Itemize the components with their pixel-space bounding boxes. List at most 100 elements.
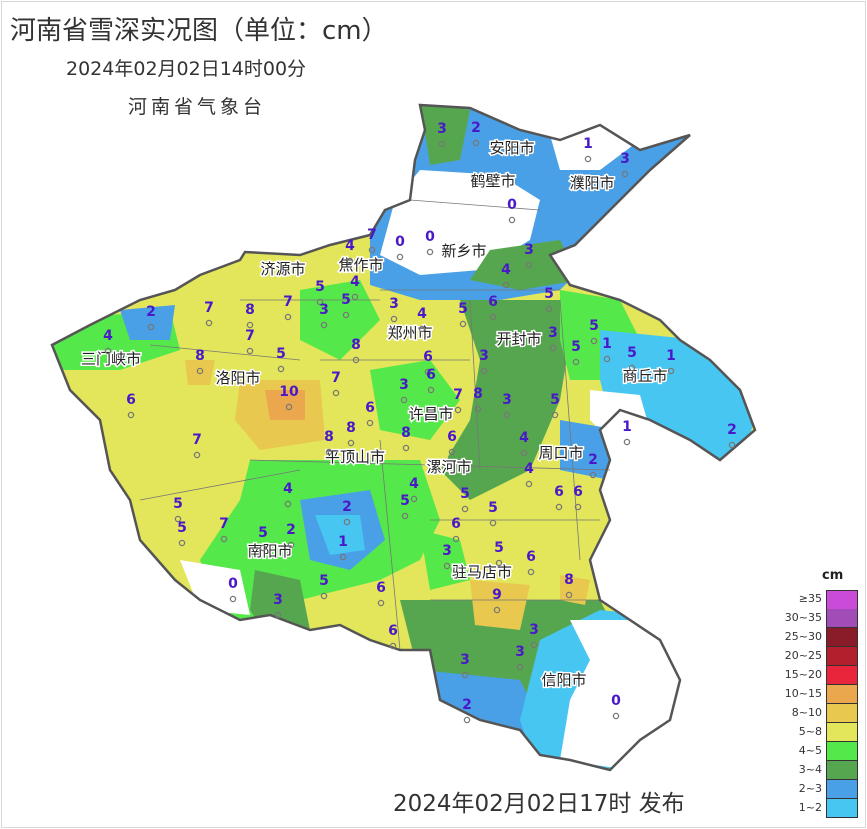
station-value: 6 — [526, 549, 536, 565]
station-marker — [549, 344, 557, 352]
station-value: 5 — [494, 540, 504, 556]
legend-label: 2~3 — [798, 782, 822, 795]
station-value: 8 — [324, 429, 334, 445]
station-marker — [396, 253, 404, 261]
legend-swatch — [826, 647, 858, 666]
station-value: 6 — [376, 580, 386, 596]
legend-label: 30~35 — [784, 611, 822, 624]
station-marker — [351, 293, 359, 301]
province-outline — [50, 103, 757, 772]
station-marker — [277, 365, 285, 373]
city-label: 焦作市 — [338, 256, 383, 274]
station-marker — [545, 305, 553, 313]
station-value: 3 — [548, 325, 558, 341]
legend-item: 2~3 — [784, 780, 858, 799]
city-label: 漯河市 — [426, 458, 471, 476]
station-marker — [530, 641, 538, 649]
station-marker — [246, 321, 254, 329]
legend-label: 25~30 — [784, 630, 822, 643]
station-marker — [229, 595, 237, 603]
station-marker — [316, 298, 324, 306]
legend-label: 5~8 — [798, 725, 822, 738]
station-marker — [525, 480, 533, 488]
station-value: 5 — [458, 301, 468, 317]
station-marker — [584, 155, 592, 163]
observation-time: 2024年02月02日14时00分 — [66, 58, 307, 80]
station-marker — [489, 313, 497, 321]
station-value: 8 — [245, 302, 255, 318]
station-marker — [418, 325, 426, 333]
city-label: 安阳市 — [489, 139, 534, 157]
station-marker — [332, 389, 340, 397]
station-marker — [621, 170, 629, 178]
station-value: 5 — [258, 525, 268, 541]
station-value: 8 — [351, 337, 361, 353]
station-value: 10 — [279, 384, 299, 400]
station-value: 4 — [103, 328, 113, 344]
station-value: 4 — [417, 306, 427, 322]
station-marker — [220, 535, 228, 543]
legend-item: 4~5 — [784, 742, 858, 761]
station-value: 8 — [564, 572, 574, 588]
station-value: 5 — [319, 573, 329, 589]
legend-label: 10~15 — [784, 687, 822, 700]
city-label: 鹤壁市 — [470, 172, 515, 190]
station-marker — [502, 281, 510, 289]
station-value: 5 — [550, 392, 560, 408]
station-marker — [612, 712, 620, 720]
station-value: 6 — [451, 516, 461, 532]
station-value: 6 — [554, 484, 564, 500]
station-value: 6 — [126, 392, 136, 408]
station-marker — [448, 448, 456, 456]
station-marker — [174, 515, 182, 523]
station-value: 3 — [389, 296, 399, 312]
legend-label: 4~5 — [798, 744, 822, 757]
station-marker — [728, 441, 736, 449]
station-marker — [603, 355, 611, 363]
station-value: 5 — [341, 292, 351, 308]
station-marker — [320, 592, 328, 600]
legend-swatch — [826, 780, 858, 799]
city-label: 洛阳市 — [215, 369, 260, 387]
station-value: 6 — [388, 623, 398, 639]
station-value: 7 — [245, 328, 255, 344]
station-marker — [489, 519, 497, 527]
station-marker — [274, 611, 282, 619]
station-value: 4 — [519, 430, 529, 446]
legend-label: ≥35 — [798, 592, 822, 605]
station-marker — [196, 367, 204, 375]
station-marker — [284, 313, 292, 321]
legend-swatch — [826, 723, 858, 742]
station-marker — [377, 599, 385, 607]
station-value: 4 — [501, 262, 511, 278]
legend-swatch — [826, 685, 858, 704]
station-marker — [527, 568, 535, 576]
station-value: 0 — [425, 229, 435, 245]
station-value: 7 — [453, 387, 463, 403]
station-marker — [525, 261, 533, 269]
station-value: 8 — [195, 348, 205, 364]
station-value: 6 — [447, 429, 457, 445]
station-marker — [454, 406, 462, 414]
station-value: 6 — [488, 294, 498, 310]
station-marker — [410, 495, 418, 503]
station-marker — [342, 311, 350, 319]
station-marker — [178, 539, 186, 547]
station-marker — [623, 438, 631, 446]
legend-swatch — [826, 742, 858, 761]
station-value: 5 — [571, 339, 581, 355]
station-value: 3 — [460, 652, 470, 668]
station-value: 5 — [315, 279, 325, 295]
station-marker — [390, 315, 398, 323]
legend-swatch — [826, 590, 858, 610]
city-label: 信阳市 — [541, 671, 586, 689]
station-marker — [474, 405, 482, 413]
legend-label: 1~2 — [798, 801, 822, 814]
legend-item: 3~4 — [784, 761, 858, 780]
station-value: 2 — [462, 697, 472, 713]
city-label: 开封市 — [496, 330, 541, 348]
station-marker — [461, 505, 469, 513]
station-marker — [667, 367, 675, 375]
